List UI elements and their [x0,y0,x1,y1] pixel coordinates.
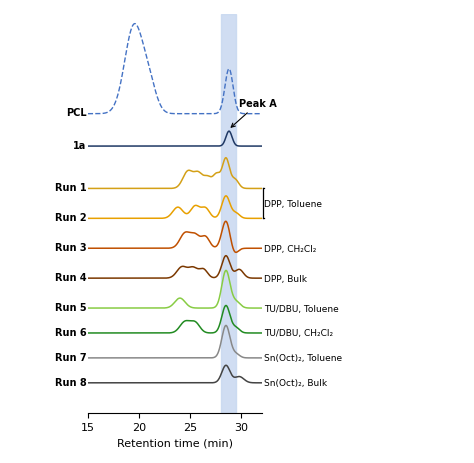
Text: DPP, Bulk: DPP, Bulk [264,274,307,283]
Text: DPP, Toluene: DPP, Toluene [264,200,322,208]
Text: Sn(Oct)₂, Toluene: Sn(Oct)₂, Toluene [264,354,342,363]
Text: Run 8: Run 8 [55,377,86,387]
Text: PCL: PCL [66,108,86,118]
Text: Run 7: Run 7 [55,352,86,362]
Text: Run 3: Run 3 [55,243,86,252]
Text: Run 6: Run 6 [55,327,86,337]
Text: TU/DBU, CH₂Cl₂: TU/DBU, CH₂Cl₂ [264,329,333,338]
Text: 1a: 1a [73,141,86,150]
Text: DPP, CH₂Cl₂: DPP, CH₂Cl₂ [264,244,317,253]
Text: Run 1: Run 1 [55,183,86,193]
X-axis label: Retention time (min): Retention time (min) [117,438,233,448]
Bar [221,15,236,413]
Text: Run 2: Run 2 [55,213,86,223]
Text: Run 5: Run 5 [55,302,86,312]
Text: Run 4: Run 4 [55,272,86,282]
Text: TU/DBU, Toluene: TU/DBU, Toluene [264,304,339,313]
Text: Peak A: Peak A [231,99,277,128]
Text: Sn(Oct)₂, Bulk: Sn(Oct)₂, Bulk [264,378,328,388]
